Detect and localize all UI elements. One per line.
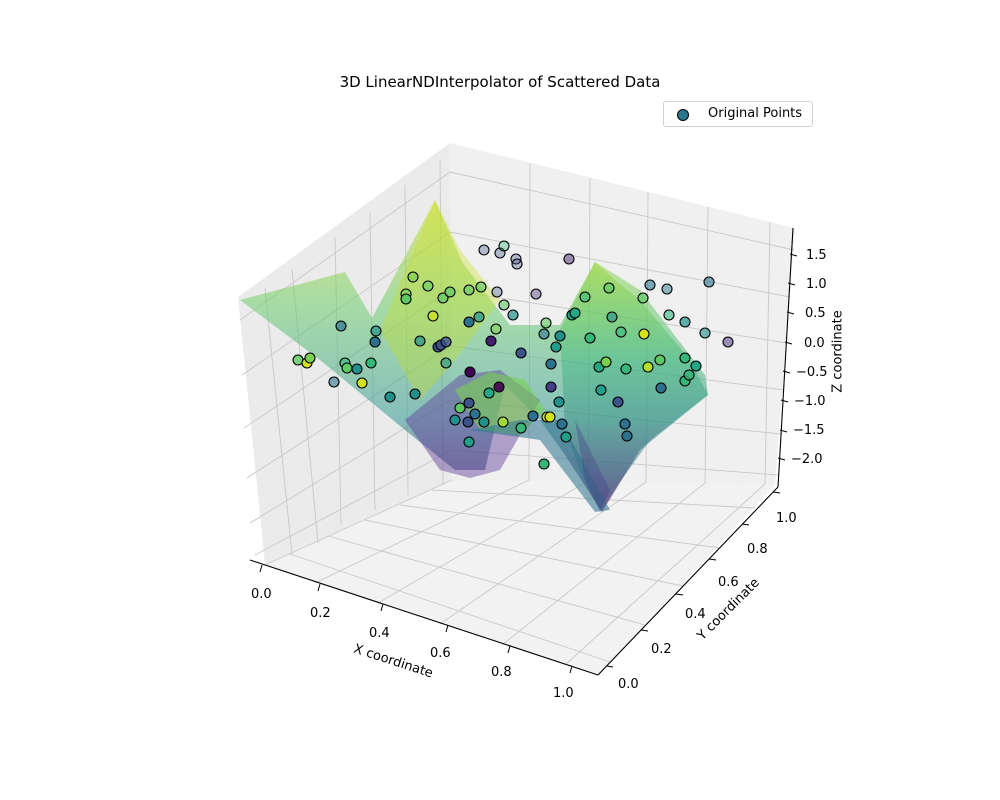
x-tick: 0.8 [491,665,512,680]
x-tick: 0.6 [430,646,451,661]
y-tick: 0.2 [651,642,672,657]
y-tick: 0.4 [685,607,706,622]
z-tick: 0.5 [805,306,826,321]
y-tick: 0.6 [718,575,739,590]
z-tick: −1.0 [794,394,826,409]
legend-label: Original Points [708,106,803,121]
z-tick: −2.0 [791,452,823,467]
x-tick: 0.4 [369,626,390,641]
x-tick: 0.2 [310,606,331,621]
original-points [292,240,734,470]
z-tick: −0.5 [796,365,828,380]
z-tick: −1.5 [793,423,825,438]
z-axis-label: Z coordinate [830,310,846,393]
chart-title: 3D LinearNDInterpolator of Scattered Dat… [339,73,661,91]
z-tick: 1.5 [806,248,827,263]
z-tick: 1.0 [806,277,827,292]
y-tick: 1.0 [776,511,797,526]
z-tick: 0.0 [804,336,825,351]
x-tick: 0.0 [251,587,272,602]
y-tick: 0.8 [747,542,768,557]
legend: Original Points [663,101,813,127]
x-tick: 1.0 [553,686,574,701]
y-tick: 0.0 [618,677,639,692]
interpolated-surface [240,200,708,512]
legend-marker-icon [677,109,689,121]
